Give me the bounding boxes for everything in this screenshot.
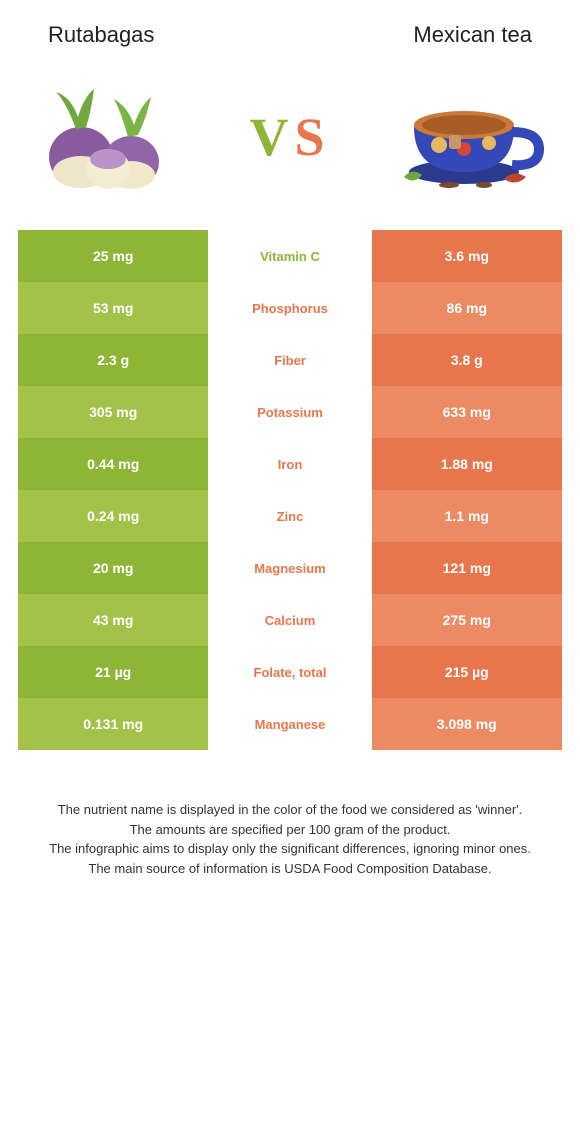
left-value: 53 mg bbox=[18, 282, 208, 334]
table-row: 20 mgMagnesium121 mg bbox=[18, 542, 562, 594]
vs-letter-v: V bbox=[249, 107, 294, 167]
right-value: 275 mg bbox=[372, 594, 562, 646]
rutabaga-image bbox=[36, 77, 186, 197]
nutrient-label: Folate, total bbox=[208, 646, 371, 698]
right-value: 3.098 mg bbox=[372, 698, 562, 750]
footer-line-1: The nutrient name is displayed in the co… bbox=[28, 800, 552, 820]
header-row: Rutabagas Mexican tea bbox=[18, 22, 562, 48]
table-row: 2.3 gFiber3.8 g bbox=[18, 334, 562, 386]
left-value: 43 mg bbox=[18, 594, 208, 646]
table-row: 305 mgPotassium633 mg bbox=[18, 386, 562, 438]
right-value: 86 mg bbox=[372, 282, 562, 334]
right-value: 633 mg bbox=[372, 386, 562, 438]
tea-image bbox=[394, 77, 544, 197]
nutrient-label: Manganese bbox=[208, 698, 371, 750]
vs-label: VS bbox=[249, 106, 330, 168]
nutrient-label: Vitamin C bbox=[208, 230, 371, 282]
table-row: 43 mgCalcium275 mg bbox=[18, 594, 562, 646]
images-row: VS bbox=[18, 72, 562, 202]
left-value: 305 mg bbox=[18, 386, 208, 438]
table-row: 0.131 mgManganese3.098 mg bbox=[18, 698, 562, 750]
table-row: 21 µgFolate, total215 µg bbox=[18, 646, 562, 698]
nutrient-label: Calcium bbox=[208, 594, 371, 646]
footer-text: The nutrient name is displayed in the co… bbox=[18, 800, 562, 878]
table-row: 0.24 mgZinc1.1 mg bbox=[18, 490, 562, 542]
left-value: 0.24 mg bbox=[18, 490, 208, 542]
table-row: 53 mgPhosphorus86 mg bbox=[18, 282, 562, 334]
left-value: 0.131 mg bbox=[18, 698, 208, 750]
right-value: 3.8 g bbox=[372, 334, 562, 386]
infographic-container: Rutabagas Mexican tea VS bbox=[0, 0, 580, 908]
nutrient-label: Potassium bbox=[208, 386, 371, 438]
right-value: 1.1 mg bbox=[372, 490, 562, 542]
table-row: 0.44 mgIron1.88 mg bbox=[18, 438, 562, 490]
nutrient-label: Fiber bbox=[208, 334, 371, 386]
right-value: 121 mg bbox=[372, 542, 562, 594]
left-value: 0.44 mg bbox=[18, 438, 208, 490]
nutrient-label: Magnesium bbox=[208, 542, 371, 594]
left-value: 25 mg bbox=[18, 230, 208, 282]
right-value: 3.6 mg bbox=[372, 230, 562, 282]
left-value: 21 µg bbox=[18, 646, 208, 698]
nutrient-label: Zinc bbox=[208, 490, 371, 542]
right-value: 215 µg bbox=[372, 646, 562, 698]
footer-line-3: The infographic aims to display only the… bbox=[28, 839, 552, 859]
footer-line-2: The amounts are specified per 100 gram o… bbox=[28, 820, 552, 840]
table-row: 25 mgVitamin C3.6 mg bbox=[18, 230, 562, 282]
nutrient-table: 25 mgVitamin C3.6 mg53 mgPhosphorus86 mg… bbox=[18, 230, 562, 750]
left-value: 20 mg bbox=[18, 542, 208, 594]
footer-line-4: The main source of information is USDA F… bbox=[28, 859, 552, 879]
nutrient-label: Iron bbox=[208, 438, 371, 490]
right-food-title: Mexican tea bbox=[413, 22, 532, 48]
right-value: 1.88 mg bbox=[372, 438, 562, 490]
vs-letter-s: S bbox=[294, 107, 330, 167]
left-value: 2.3 g bbox=[18, 334, 208, 386]
nutrient-label: Phosphorus bbox=[208, 282, 371, 334]
left-food-title: Rutabagas bbox=[48, 22, 154, 48]
